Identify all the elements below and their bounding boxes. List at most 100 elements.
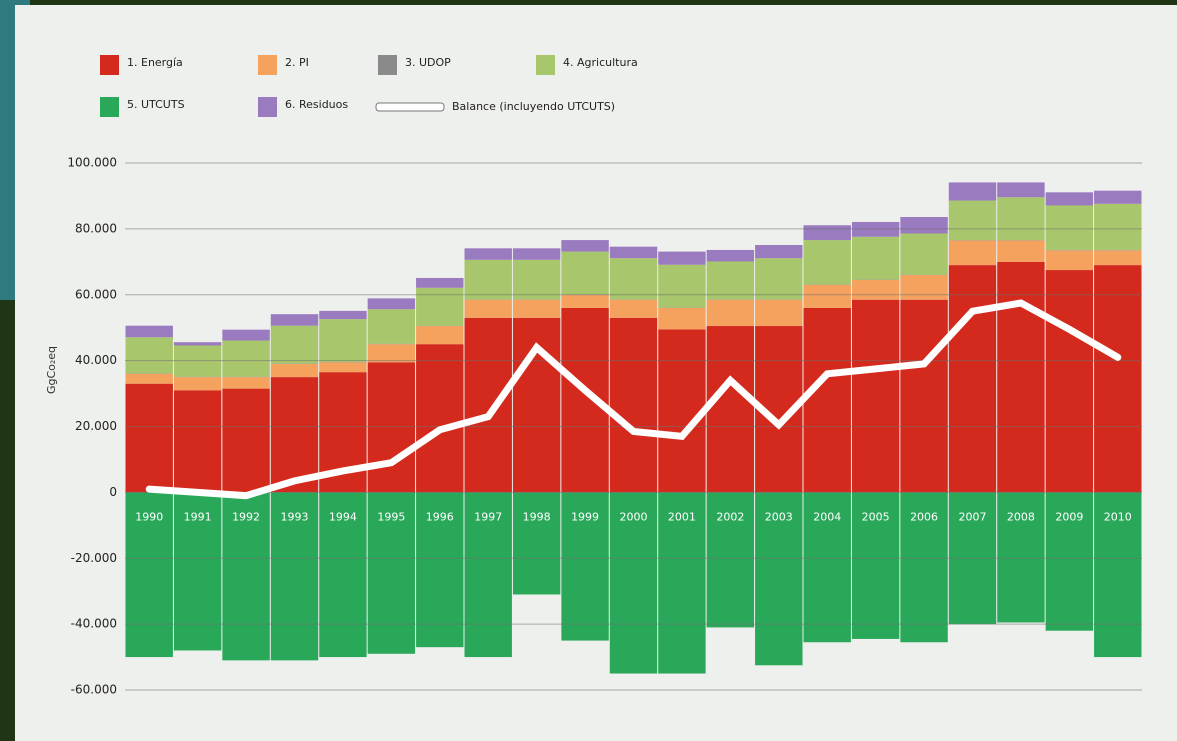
bar-segment <box>271 314 318 326</box>
bar-segment <box>755 245 802 258</box>
y-tick-label: 0 <box>109 485 117 499</box>
bar-segment <box>174 377 221 390</box>
x-tick-label: 1990 <box>135 510 163 523</box>
x-tick-label: 2005 <box>862 510 890 523</box>
x-tick-label: 2002 <box>716 510 744 523</box>
bar-segment <box>513 260 560 300</box>
bar-segment <box>174 390 221 492</box>
bar-segment <box>222 389 269 493</box>
legend-swatch <box>258 97 277 117</box>
bar-segment <box>610 318 657 493</box>
y-tick-label: 40.000 <box>75 353 117 367</box>
bar-segment <box>658 308 705 329</box>
bar-segment <box>368 344 415 362</box>
bar-segment <box>949 182 996 200</box>
bar-segment <box>561 240 608 252</box>
bar-segment <box>852 300 899 493</box>
bar-segment <box>658 265 705 308</box>
bar-segment <box>997 197 1044 240</box>
y-tick-label: 20.000 <box>75 419 117 433</box>
bar-segment <box>1094 265 1141 492</box>
bar-segment <box>900 300 947 493</box>
bar-segment <box>1094 250 1141 265</box>
bar-segment <box>804 285 851 308</box>
bar-segment <box>610 300 657 318</box>
bar-segment <box>707 326 754 492</box>
x-tick-label: 1994 <box>329 510 357 523</box>
bar-segment <box>804 240 851 284</box>
bar-segment <box>1094 191 1141 204</box>
x-tick-label: 1999 <box>571 510 599 523</box>
legend-swatch <box>100 97 119 117</box>
bar-segment <box>900 233 947 274</box>
bar-segment <box>126 326 173 338</box>
y-tick-label: 80.000 <box>75 221 117 235</box>
x-tick-label: 1997 <box>474 510 502 523</box>
bar-segment <box>900 217 947 233</box>
bar-segment <box>368 298 415 309</box>
legend-label: 5. UTCUTS <box>127 98 185 111</box>
bar-segment <box>368 309 415 344</box>
x-tick-label: 2006 <box>910 510 938 523</box>
bar-segment <box>222 341 269 377</box>
legend-swatch <box>378 55 397 75</box>
bar-segment <box>707 261 754 299</box>
x-tick-label: 1996 <box>426 510 454 523</box>
x-tick-label: 2001 <box>668 510 696 523</box>
x-tick-label: 1998 <box>523 510 551 523</box>
bar-segment <box>1046 250 1093 270</box>
bar-segment <box>755 258 802 299</box>
bar-segment <box>319 311 366 319</box>
bar-segment <box>319 362 366 372</box>
bar-segment <box>949 240 996 265</box>
bar-segment <box>755 300 802 326</box>
legend-label: 1. Energía <box>127 56 183 69</box>
x-tick-label: 1991 <box>184 510 212 523</box>
bar-segment <box>416 288 463 326</box>
chart: GgCo₂eq 1. Energía2. PI3. UDOP4. Agricul… <box>0 0 1177 741</box>
bar-segment <box>804 225 851 240</box>
x-tick-label: 2003 <box>765 510 793 523</box>
bar-segment <box>465 318 512 493</box>
bar-segment <box>513 300 560 318</box>
legend-swatch <box>100 55 119 75</box>
bar-segment <box>416 344 463 492</box>
y-tick-label: -60.000 <box>71 683 117 697</box>
legend-label: 2. PI <box>285 56 309 69</box>
bar-segment <box>997 182 1044 197</box>
bar-segment <box>222 330 269 341</box>
y-tick-label: -20.000 <box>71 551 117 565</box>
bar-segment <box>126 384 173 493</box>
bar-segment <box>465 260 512 300</box>
bar-segment <box>561 252 608 295</box>
bar-segment <box>465 300 512 318</box>
x-tick-label: 2004 <box>813 510 841 523</box>
page: GgCo₂eq 1. Energía2. PI3. UDOP4. Agricul… <box>0 0 1177 741</box>
legend-label: 3. UDOP <box>405 56 451 69</box>
bar-segment <box>997 262 1044 493</box>
bar-segment <box>804 308 851 492</box>
legend-swatch <box>376 103 444 111</box>
bar-segment <box>513 492 560 594</box>
bar-segment <box>368 362 415 492</box>
bar-segment <box>997 240 1044 261</box>
x-tick-label: 2000 <box>620 510 648 523</box>
bar-segment <box>900 275 947 300</box>
x-tick-label: 2009 <box>1055 510 1083 523</box>
bar-segment <box>222 377 269 389</box>
bar-segment <box>658 329 705 492</box>
bar-segment <box>707 250 754 262</box>
bar-segment <box>1094 204 1141 250</box>
legend-swatch <box>258 55 277 75</box>
bar-segment <box>852 280 899 300</box>
x-tick-label: 1993 <box>281 510 309 523</box>
x-tick-label: 2007 <box>959 510 987 523</box>
bar-segment <box>465 248 512 260</box>
bar-segment <box>561 295 608 308</box>
bar-segment <box>949 201 996 241</box>
x-tick-label: 1995 <box>377 510 405 523</box>
bar-segment <box>126 374 173 384</box>
bar-segment <box>610 258 657 299</box>
x-tick-label: 1992 <box>232 510 260 523</box>
bar-segment <box>271 326 318 364</box>
